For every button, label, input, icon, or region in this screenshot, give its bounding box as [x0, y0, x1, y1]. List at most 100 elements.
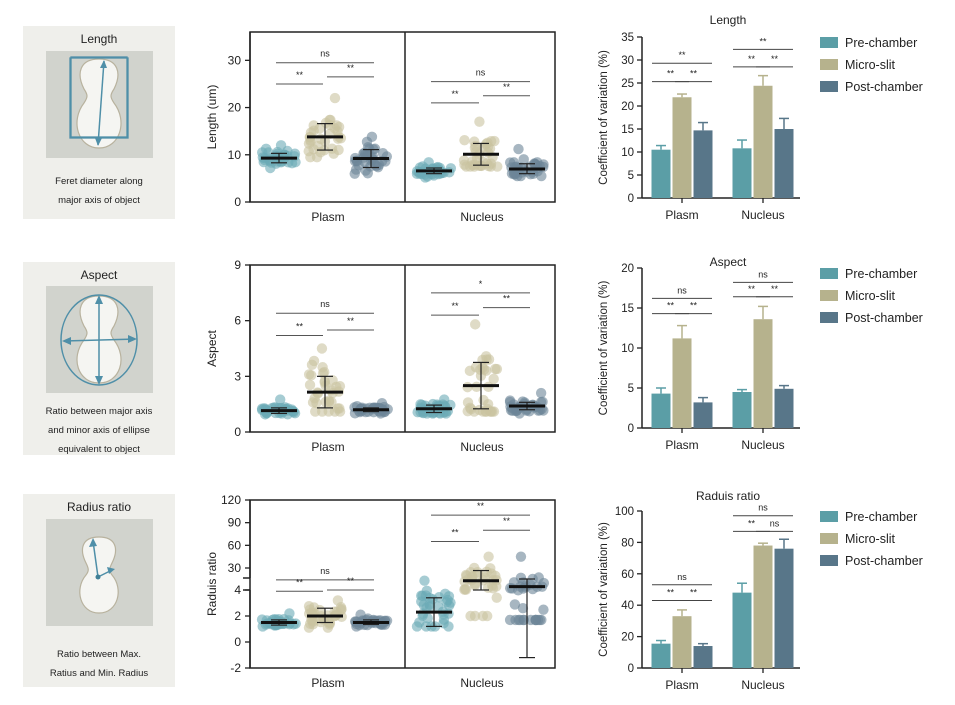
data-point: [329, 92, 341, 104]
y-tick-label: 0: [234, 195, 241, 209]
card-description: Ratio between Max. Ratius and Min. Radiu…: [23, 645, 175, 683]
y-tick-label: 30: [228, 561, 242, 575]
data-point: [417, 590, 428, 601]
significance-label: **: [678, 50, 686, 60]
data-point: [507, 583, 518, 594]
data-point: [532, 157, 543, 168]
y-tick-label: -2: [230, 661, 241, 675]
significance-label: *: [479, 279, 483, 289]
data-point: [513, 143, 524, 155]
data-point: [305, 618, 316, 629]
bar: [651, 149, 671, 198]
y-tick-label: 0: [234, 635, 241, 649]
x-category-label: Nucleus: [460, 440, 503, 454]
significance-label: **: [296, 70, 304, 80]
legend-label: Post-chamber: [845, 311, 923, 325]
significance-label: **: [759, 36, 767, 46]
y-tick-label: 25: [621, 78, 634, 90]
card-desc-line: Ratio between major axis: [45, 406, 153, 417]
bar: [753, 545, 773, 668]
card-radius-ratio: Radius ratio Ratio between Max. Ratius a…: [23, 494, 175, 687]
data-point: [364, 143, 375, 154]
y-tick-label: 35: [621, 32, 634, 44]
data-point: [474, 116, 485, 127]
chart-title: Aspect: [710, 255, 747, 269]
significance-label: ns: [770, 518, 780, 528]
data-point: [487, 406, 498, 417]
data-point: [464, 365, 476, 377]
bar: [672, 616, 692, 668]
data-point: [303, 600, 315, 612]
legend-swatch: [820, 59, 838, 70]
data-point: [462, 397, 474, 408]
data-point: [472, 566, 483, 578]
radius-ratio-icon: [46, 519, 153, 626]
legend-swatch: [820, 555, 838, 566]
card-desc-line: and minor axis of ellipse: [48, 425, 150, 436]
data-point: [478, 394, 489, 406]
data-point: [362, 168, 373, 179]
y-tick-label: 3: [234, 369, 241, 383]
legend-swatch: [820, 312, 838, 323]
legend-swatch: [820, 81, 838, 92]
data-point: [470, 140, 481, 152]
legend-label: Post-chamber: [845, 80, 923, 94]
significance-label: **: [503, 82, 511, 92]
data-point: [421, 602, 432, 613]
legend-swatch: [820, 290, 838, 301]
legend-label: Pre-chamber: [845, 510, 917, 524]
significance-label: **: [748, 518, 756, 528]
card-description: Feret diameter along major axis of objec…: [23, 172, 175, 210]
significance-label: **: [690, 587, 698, 597]
significance-label: **: [347, 63, 355, 73]
y-axis-label: Coefficient of variation (%): [598, 522, 610, 657]
y-tick-label: 10: [228, 148, 242, 162]
data-point: [324, 619, 335, 630]
bar: [774, 129, 794, 198]
legend-label: Micro-slit: [845, 532, 896, 546]
y-tick-label: 90: [228, 516, 242, 530]
bar: [732, 592, 752, 668]
data-point: [483, 551, 494, 562]
bar: [774, 548, 794, 668]
y-tick-label: 9: [234, 258, 241, 272]
data-point: [418, 407, 429, 419]
significance-label: **: [667, 301, 675, 311]
x-category-label: Plasm: [665, 438, 698, 452]
ellipse-axes-icon: [46, 286, 153, 393]
data-point: [459, 135, 470, 146]
data-point: [428, 170, 440, 181]
data-point: [332, 133, 344, 144]
card-desc-line: equivalent to object: [58, 444, 140, 455]
significance-label: ns: [677, 572, 687, 582]
radius-cv-bar: [637, 510, 838, 673]
bar: [672, 338, 692, 428]
data-point: [488, 373, 499, 385]
data-point: [316, 343, 328, 354]
x-category-label: Plasm: [665, 678, 698, 692]
data-point: [427, 398, 439, 410]
y-tick-label: 100: [615, 506, 634, 518]
significance-label: **: [771, 284, 779, 294]
bar: [651, 393, 671, 428]
bar: [774, 388, 794, 428]
data-point: [306, 359, 318, 371]
y-axis-label: Length (um): [205, 85, 219, 150]
significance-label: **: [296, 577, 304, 587]
y-axis-label: Aspect: [205, 329, 219, 366]
legend-label: Micro-slit: [845, 289, 896, 303]
data-point: [314, 604, 325, 616]
data-point: [515, 551, 527, 562]
data-point: [490, 363, 501, 375]
bar: [693, 130, 713, 198]
data-point: [305, 151, 316, 163]
bar: [693, 646, 713, 668]
card-length: Length Feret diameter along major axis o…: [23, 26, 175, 219]
y-tick-label: 4: [234, 583, 241, 597]
significance-label: **: [667, 587, 675, 597]
y-tick-label: 10: [621, 343, 634, 355]
significance-label: **: [347, 316, 355, 326]
data-point: [469, 610, 481, 622]
y-tick-label: 80: [621, 537, 634, 549]
legend-swatch: [820, 37, 838, 48]
